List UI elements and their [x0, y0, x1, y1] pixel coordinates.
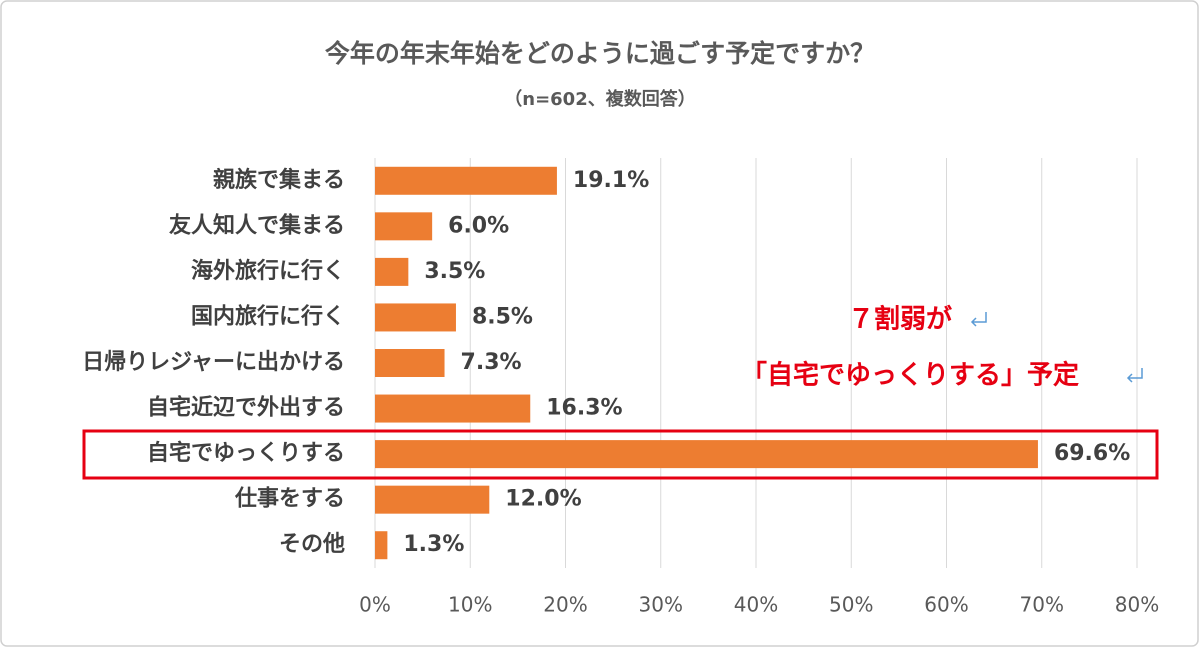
value-label: 1.3% — [403, 532, 464, 557]
chart-subtitle: （n=602、複数回答） — [504, 88, 695, 110]
x-tick-label: 40% — [734, 593, 778, 617]
y-tick-label: その他 — [279, 532, 345, 557]
bar — [375, 349, 445, 377]
y-tick-label: 友人知人で集まる — [169, 212, 345, 238]
value-label: 8.5% — [472, 304, 533, 329]
y-tick-label: 親族で集まる — [213, 167, 345, 193]
annotation: 「自宅でゆっくりする」予定 — [741, 360, 1079, 391]
bar — [375, 531, 388, 560]
x-tick-label: 80% — [1115, 593, 1159, 617]
x-tick-label: 70% — [1020, 593, 1064, 617]
x-tick-label: 50% — [829, 593, 873, 617]
value-label: 19.1% — [573, 168, 649, 193]
annotation: ７割弱が — [848, 304, 952, 335]
x-tick-label: 0% — [359, 593, 391, 617]
return-mark — [970, 312, 987, 327]
grid: 0% 10% 20% 30% 40% 50% 60% 70% 80% — [359, 158, 1159, 617]
y-tick-label: 海外旅行に行く — [191, 258, 345, 284]
x-tick-label: 10% — [448, 593, 492, 617]
bars: 親族で集まる 19.1% 友人知人で集まる 6.0% 海外旅行に行く 3.5% 国内旅行に行… — [82, 166, 1130, 560]
return-mark — [1126, 368, 1143, 383]
x-tick-label: 60% — [924, 593, 968, 617]
value-label: 6.0% — [448, 213, 509, 238]
y-tick-label: 自宅近辺で外出する — [147, 395, 345, 421]
bar — [375, 212, 433, 241]
y-tick-label: 日帰りレジャーに出かける — [82, 350, 345, 375]
y-tick-label: 自宅でゆっくりする — [147, 440, 345, 466]
x-tick-label: 30% — [639, 593, 683, 617]
bar — [375, 440, 1038, 469]
bar — [375, 257, 409, 286]
value-label: 3.5% — [424, 259, 485, 284]
y-tick-label: 仕事をする — [234, 486, 345, 512]
bar — [375, 166, 557, 195]
bar — [375, 485, 490, 514]
x-tick-label: 20% — [543, 593, 587, 617]
value-label: 16.3% — [546, 396, 622, 421]
value-label: 69.6% — [1054, 441, 1130, 466]
bar — [375, 303, 456, 332]
chart-title: 今年の年末年始をどのように過ごす予定ですか？ — [325, 39, 875, 68]
y-tick-label: 国内旅行に行く — [191, 303, 345, 329]
value-label: 12.0% — [505, 487, 581, 512]
bar — [375, 394, 531, 423]
highlight-box — [82, 429, 1159, 480]
value-label: 7.3% — [461, 350, 522, 375]
